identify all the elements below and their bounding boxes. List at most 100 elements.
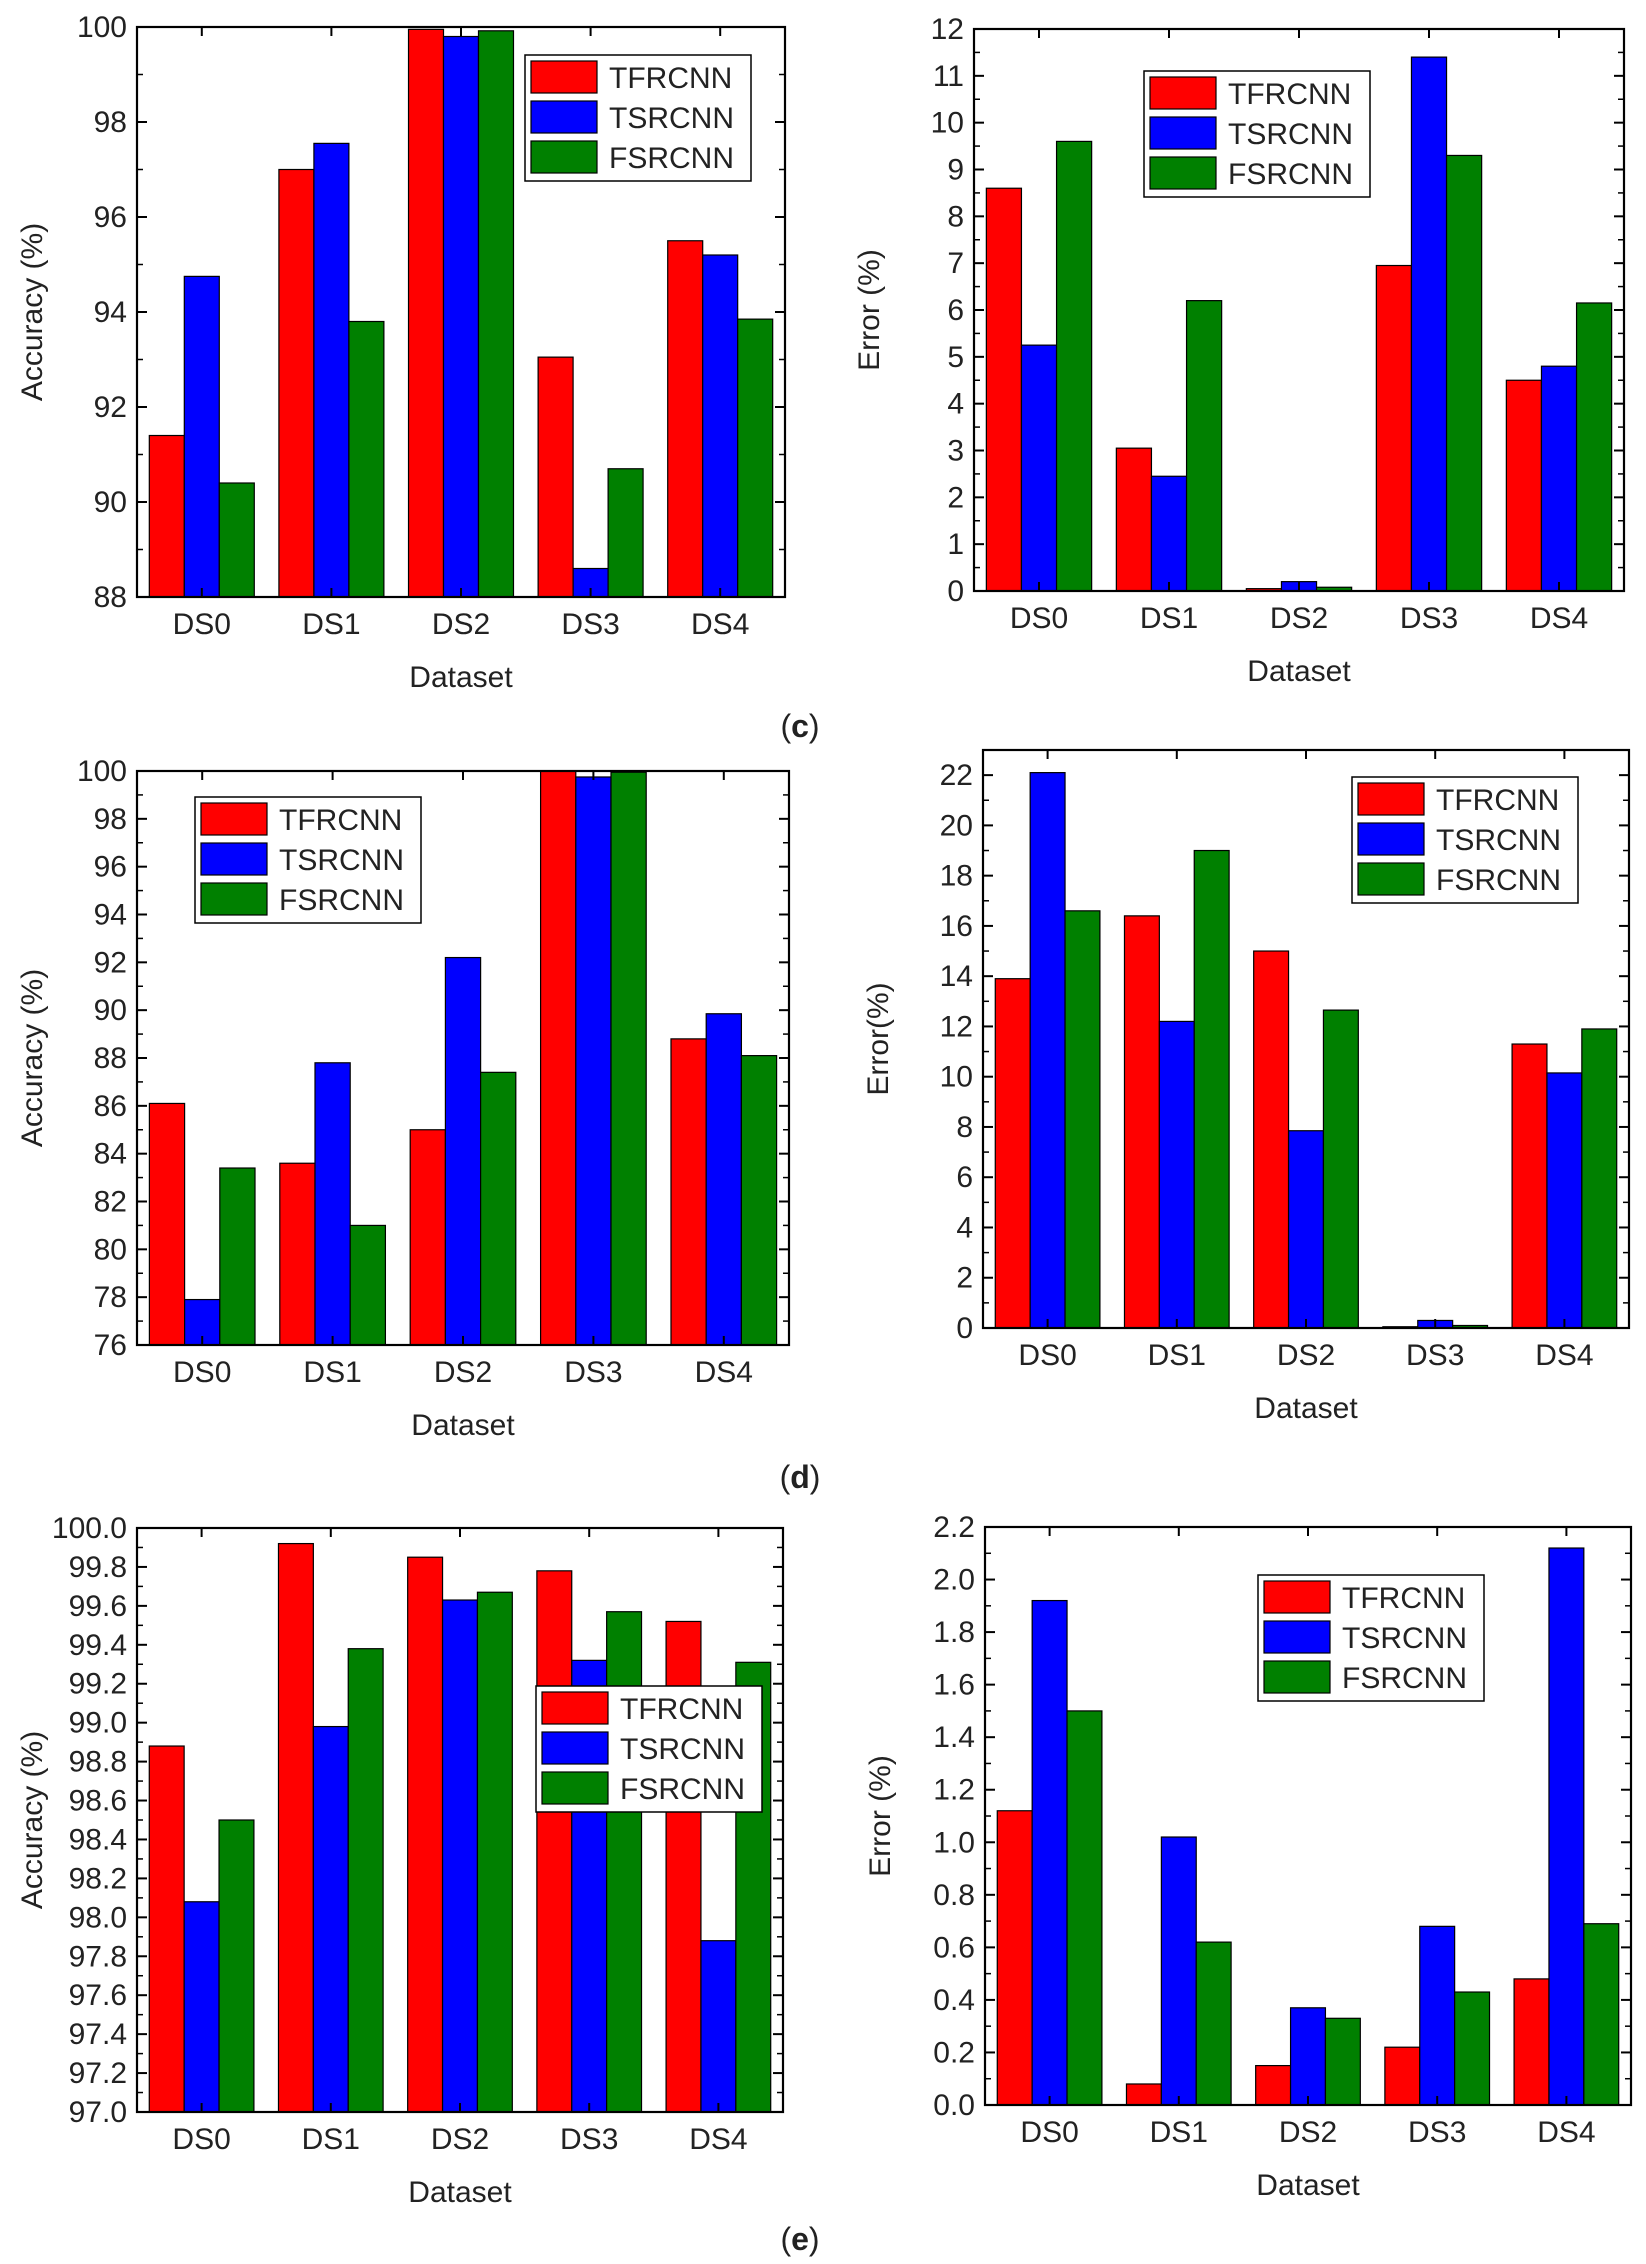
bar-tfrcnn-ds0 (148, 1745, 185, 2113)
x-tick-label-ds3: DS3 (564, 1356, 622, 1389)
y-tick-label: 94 (94, 296, 127, 329)
y-tick-label: 98.8 (69, 1746, 127, 1779)
y-tick-label: 100 (77, 755, 127, 788)
y-tick-label: 88 (94, 581, 127, 614)
x-tick-label-ds4: DS4 (1530, 602, 1588, 635)
x-tick-label-ds1: DS1 (302, 608, 360, 641)
y-tick-label: 98.6 (69, 1785, 127, 1818)
y-tick-label: 98 (94, 803, 127, 836)
legend-label-tfrcnn: TFRCNN (279, 804, 402, 837)
y-tick-label: 1.2 (933, 1774, 975, 1807)
panel-label-c: (c) (780, 708, 819, 744)
bar-fsrcnn-ds2 (1322, 1009, 1359, 1329)
bar-fsrcnn-ds0 (1055, 140, 1093, 592)
chart-c-accuracy: DS0 DS1 DS2 DS3 DS4 88 90 92 94 96 98 100 Dataset Acc… (16, 11, 787, 694)
bar-tfrcnn-ds2 (407, 1556, 444, 2113)
bar-fsrcnn-ds0 (1066, 1710, 1103, 2106)
y-tick-label: 98.2 (69, 1862, 127, 1895)
legend-label-tsrcnn: TSRCNN (609, 102, 734, 135)
bar-tfrcnn-ds3 (539, 770, 577, 1346)
y-tick-label: 1.6 (933, 1669, 975, 1702)
y-axis-title: Error (%) (864, 1755, 897, 1877)
y-tick-label: 90 (94, 486, 127, 519)
bar-tfrcnn-ds0 (996, 1810, 1033, 2106)
legend-label-tfrcnn: TFRCNN (1228, 78, 1351, 111)
legend-swatch-tsrcnn (1263, 1620, 1331, 1654)
bar-tsrcnn-ds0 (1029, 772, 1066, 1329)
y-tick-label: 1.4 (933, 1721, 975, 1754)
bar-fsrcnn-ds0 (1064, 910, 1101, 1329)
bar-tfrcnn-ds4 (667, 240, 704, 598)
legend-swatch-tsrcnn (200, 842, 268, 876)
y-tick-label: 4 (947, 388, 964, 421)
y-tick-label: 1 (947, 528, 964, 561)
y-tick-label: 2 (956, 1262, 973, 1295)
x-axis-title: Dataset (411, 1409, 515, 1442)
y-tick-label: 0.0 (933, 2089, 975, 2122)
bar-tsrcnn-ds4 (705, 1013, 743, 1346)
y-tick-label: 16 (940, 910, 973, 943)
bar-tfrcnn-ds1 (278, 168, 315, 598)
legend-swatch-tfrcnn (541, 1691, 609, 1725)
legend-label-tfrcnn: TFRCNN (1436, 784, 1559, 817)
y-tick-label: 0.4 (933, 1984, 975, 2017)
bar-tfrcnn-ds3 (1384, 2046, 1421, 2106)
y-tick-label: 99.6 (69, 1590, 127, 1623)
bar-tsrcnn-ds4 (702, 254, 739, 598)
bar-fsrcnn-ds2 (477, 30, 515, 598)
bar-tsrcnn-ds4 (1540, 365, 1578, 592)
chart-c-error: DS0 DS1 DS2 DS3 DS40123456789101112DatasetEr… (853, 13, 1626, 688)
bar-fsrcnn-ds2 (1324, 2017, 1361, 2106)
y-tick-label: 97.8 (69, 1940, 127, 1973)
legend-label-tsrcnn: TSRCNN (279, 844, 404, 877)
bar-fsrcnn-ds3 (607, 468, 644, 598)
bar-fsrcnn-ds1 (1195, 1941, 1232, 2106)
chart-d-accuracy: DS0 DS1 DS2 DS3 DS4 76 78 80 82 84 86 88 90 92 94 96 98 1… (16, 755, 791, 1442)
legend-label-tfrcnn: TFRCNN (609, 62, 732, 95)
y-tick-label: 9 (947, 154, 964, 187)
x-tick-label-ds2: DS2 (1270, 602, 1328, 635)
plot-frame (972, 27, 1626, 593)
x-tick-label-ds4: DS4 (1537, 2116, 1595, 2149)
bar-tfrcnn-ds3 (1375, 264, 1413, 592)
bar-fsrcnn-ds4 (737, 318, 774, 598)
bar-fsrcnn-ds1 (348, 320, 385, 598)
y-tick-label: 10 (940, 1061, 973, 1094)
bar-fsrcnn-ds0 (218, 482, 255, 598)
y-tick-label: 6 (947, 294, 964, 327)
bar-tsrcnn-ds4 (1546, 1072, 1583, 1329)
chart-e-accuracy: DS0 DS1 DS2 DS3 DS4 97.0 97.2 97.4 97.6 97.8 98.0 9… (16, 1512, 785, 2209)
y-tick-label: 5 (947, 341, 964, 374)
bar-tfrcnn-ds2 (1253, 950, 1290, 1329)
y-tick-label: 7 (947, 247, 964, 280)
bar-tsrcnn-ds0 (1031, 1599, 1068, 2106)
bar-tsrcnn-ds2 (442, 35, 480, 598)
bar-tsrcnn-ds4 (700, 1940, 737, 2113)
bar-tsrcnn-ds0 (183, 275, 220, 598)
bar-tsrcnn-ds2 (444, 956, 482, 1346)
bar-tsrcnn-ds2 (1287, 1130, 1325, 1329)
legend-swatch-tsrcnn (530, 100, 598, 134)
x-tick-label-ds4: DS4 (689, 2123, 747, 2156)
y-tick-label: 0 (947, 575, 964, 608)
bar-tfrcnn-ds4 (1513, 1978, 1550, 2106)
x-tick-label-ds2: DS2 (434, 1356, 492, 1389)
legend-swatch-fsrcnn (1263, 1660, 1331, 1694)
y-axis-title: Accuracy (%) (16, 969, 49, 1147)
y-tick-label: 98 (94, 106, 127, 139)
x-tick-label-ds2: DS2 (431, 2123, 489, 2156)
bar-tfrcnn-ds1 (1123, 915, 1160, 1329)
y-tick-label: 100.0 (52, 1512, 127, 1545)
legend-label-fsrcnn: FSRCNN (609, 142, 734, 175)
bar-tsrcnn-ds4 (1548, 1547, 1585, 2106)
x-tick-label-ds0: DS0 (1020, 2116, 1078, 2149)
legend-label-fsrcnn: FSRCNN (279, 884, 404, 917)
x-tick-label-ds1: DS1 (302, 2123, 360, 2156)
legend-label-fsrcnn: FSRCNN (620, 1773, 745, 1806)
bar-tfrcnn-ds4 (1511, 1043, 1548, 1329)
bar-tsrcnn-ds1 (312, 1725, 349, 2113)
y-tick-label: 76 (94, 1329, 127, 1362)
x-axis-title: Dataset (1256, 2169, 1360, 2202)
legend-swatch-tfrcnn (1149, 76, 1217, 110)
legend-label-fsrcnn: FSRCNN (1228, 158, 1353, 191)
